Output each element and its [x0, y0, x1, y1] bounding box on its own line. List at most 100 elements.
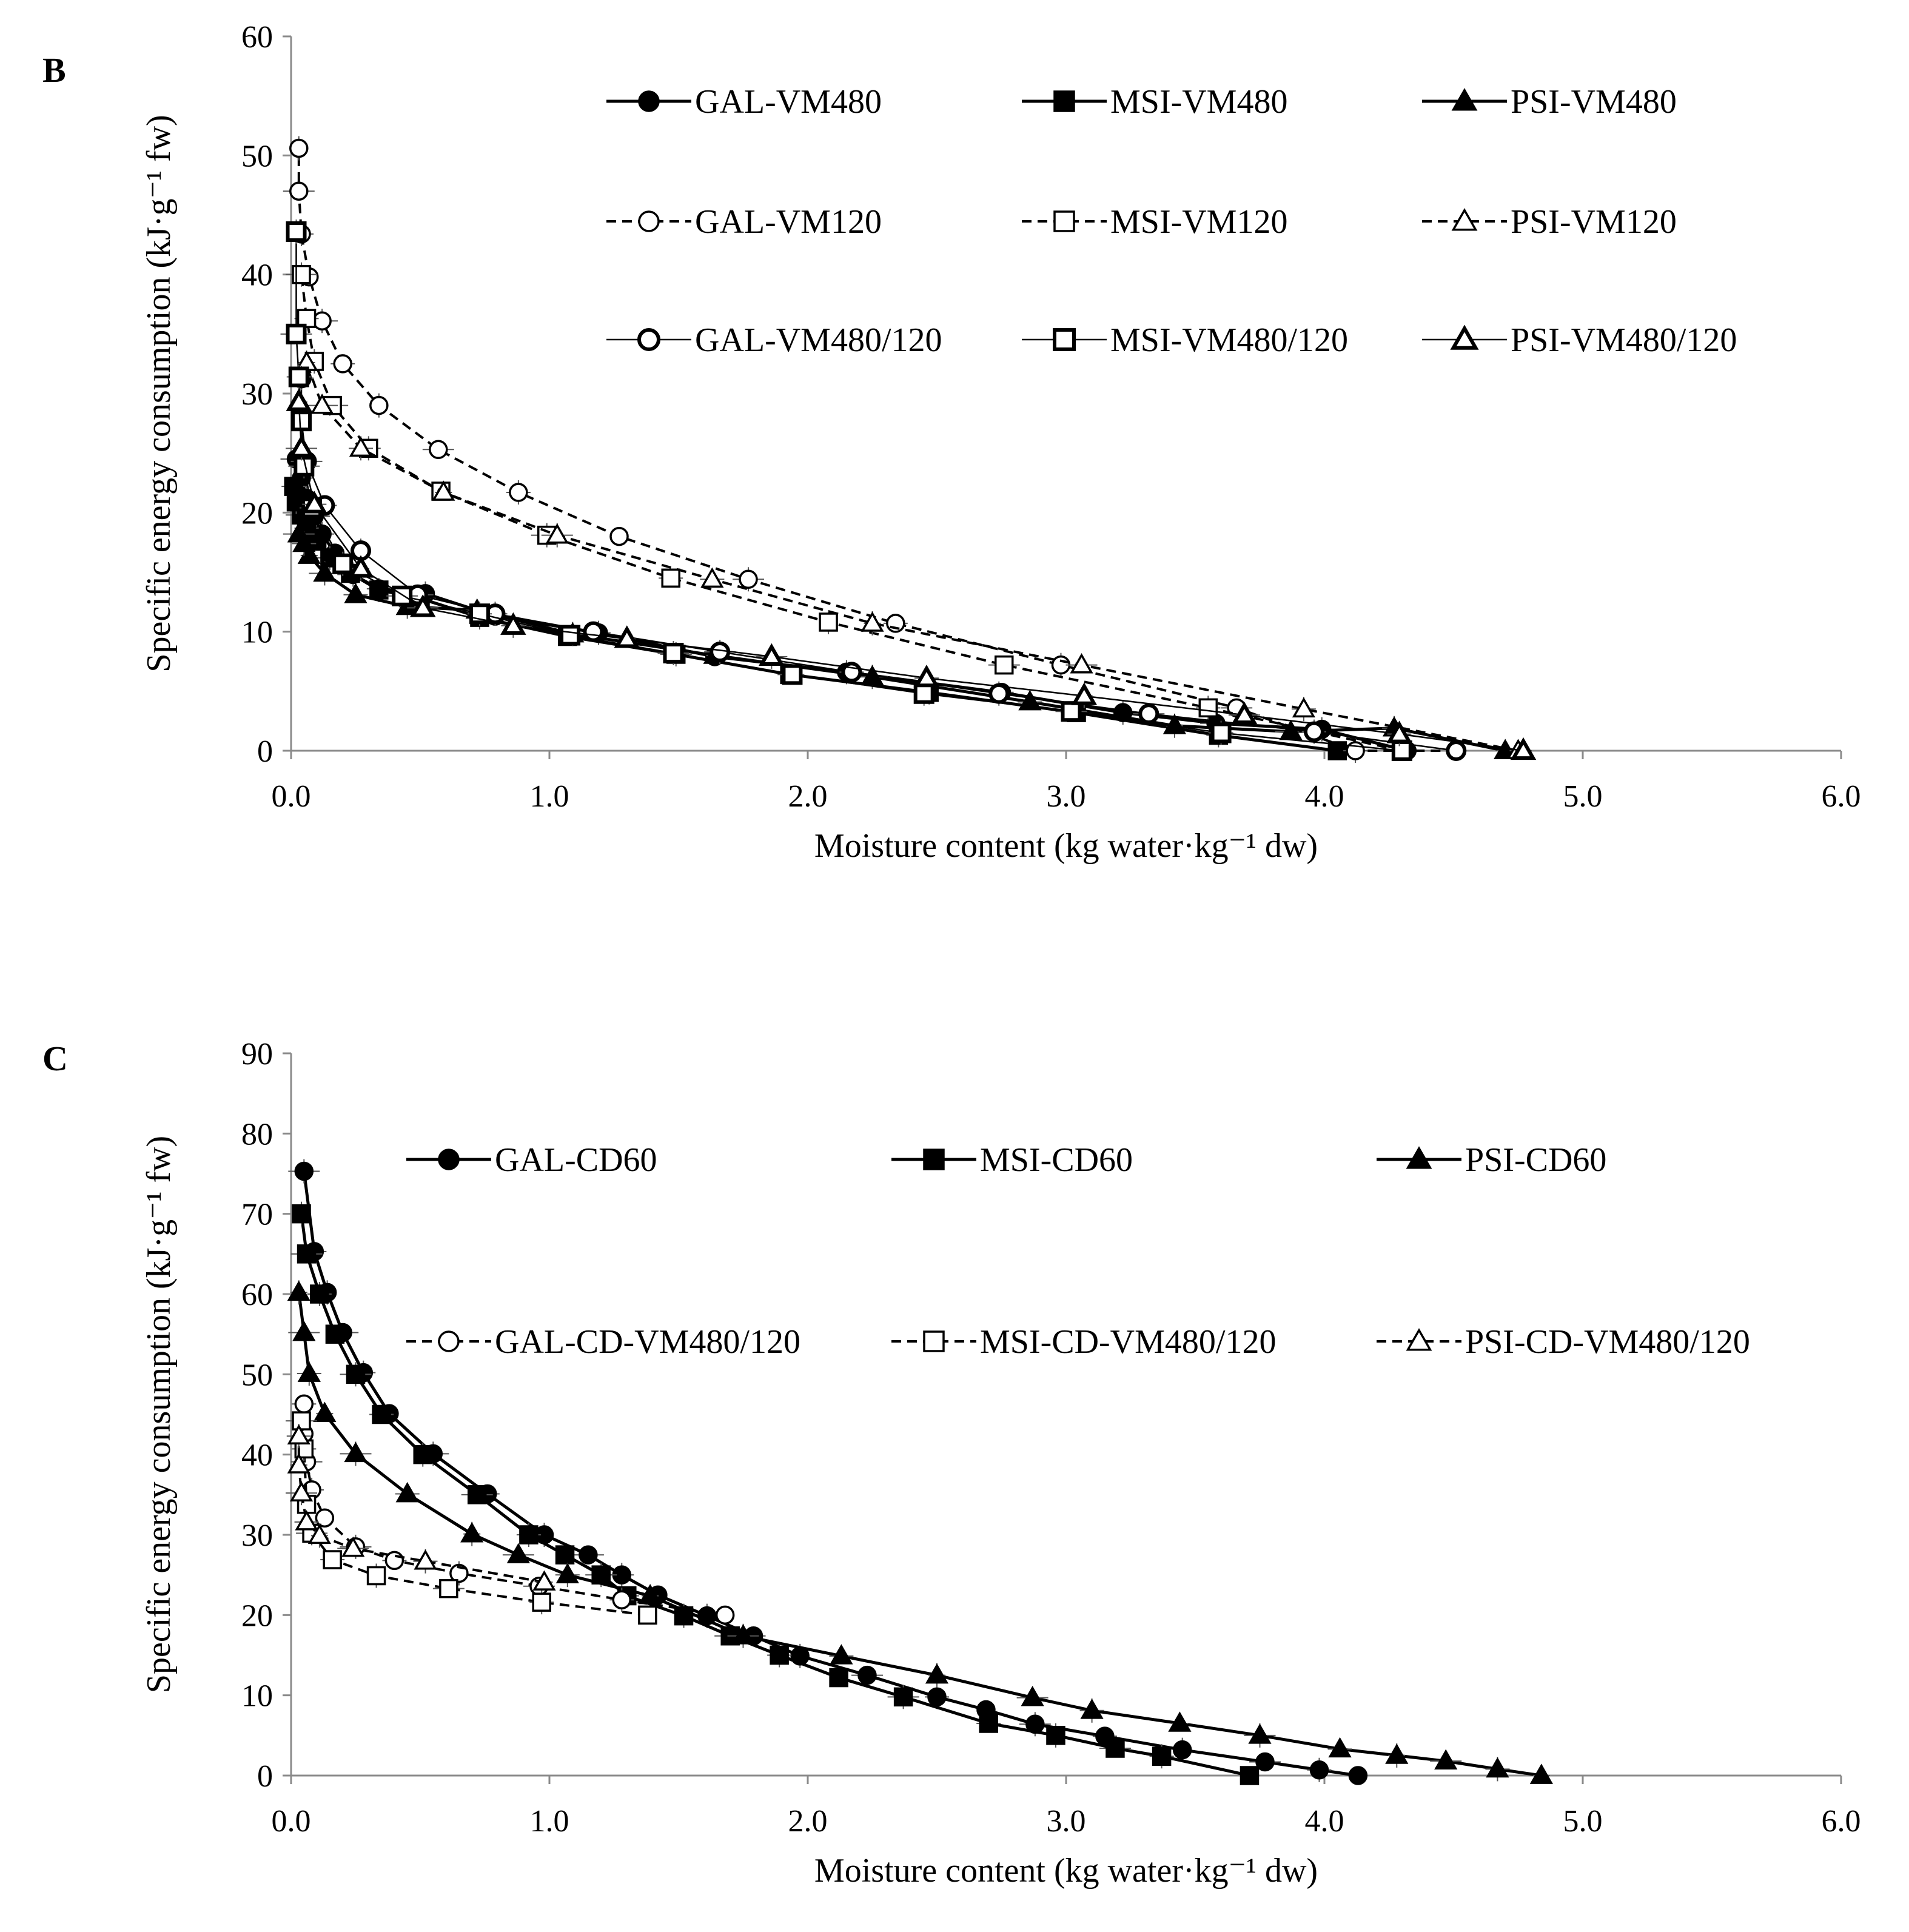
data-point: [532, 1570, 556, 1591]
y-tick-label: 10: [241, 1679, 273, 1714]
data-point: [519, 1525, 538, 1545]
legend-item: GAL-VM120: [606, 203, 882, 241]
x-tick-label: 1.0: [530, 779, 569, 814]
x-tick-label: 6.0: [1822, 779, 1861, 814]
y-tick-label: 30: [241, 1518, 273, 1553]
data-point: [715, 1605, 735, 1625]
data-point: [295, 1510, 318, 1531]
data-point: [638, 1605, 657, 1625]
legend-marker: [923, 1330, 945, 1352]
data-point: [287, 1280, 310, 1301]
data-point: [467, 1485, 487, 1504]
x-tick-label: 2.0: [788, 779, 828, 814]
series-psi-cd60: [287, 1280, 1553, 1784]
data-point: [1046, 1726, 1065, 1745]
x-axis-title: Moisture content (kg water·kg⁻¹ dw): [814, 1852, 1318, 1890]
series-psi-vm480-120: [286, 388, 1537, 760]
data-point: [392, 585, 413, 606]
data-point: [1486, 1757, 1509, 1778]
data-point: [372, 1404, 391, 1424]
series-psi-cd-vm480-120: [286, 1424, 556, 1591]
series-line: [297, 148, 1457, 752]
data-point: [366, 1566, 386, 1586]
legend-marker: [1406, 1146, 1432, 1169]
data-point: [979, 1714, 998, 1733]
data-point: [291, 411, 312, 432]
data-point: [341, 1536, 365, 1557]
data-point: [289, 138, 309, 158]
legend-marker: [638, 90, 660, 112]
y-tick-label: 50: [241, 139, 273, 173]
data-point: [294, 1394, 314, 1414]
data-point: [432, 480, 455, 501]
legend-label: MSI-VM480: [1110, 83, 1287, 121]
data-point: [344, 583, 367, 603]
data-point: [913, 683, 934, 704]
data-point: [347, 555, 374, 578]
data-point: [409, 594, 436, 617]
data-point: [307, 1523, 331, 1545]
legend-marker: [1053, 90, 1075, 112]
data-point: [532, 1592, 551, 1612]
data-point: [288, 435, 315, 458]
data-point: [819, 612, 838, 632]
data-point: [913, 665, 940, 688]
data-point: [782, 664, 803, 685]
legend-item: MSI-CD-VM480/120: [891, 1323, 1276, 1361]
legend-item: MSI-VM480/120: [1022, 321, 1348, 359]
data-point: [313, 561, 337, 582]
legend-label: MSI-CD60: [980, 1141, 1133, 1179]
legend-item: PSI-CD-VM480/120: [1377, 1323, 1750, 1361]
data-point: [555, 1545, 575, 1565]
y-tick-label: 30: [241, 377, 273, 412]
legend-item: GAL-CD60: [406, 1141, 657, 1179]
data-point: [1152, 1746, 1172, 1766]
data-point: [288, 366, 309, 387]
data-point: [579, 1545, 598, 1565]
panel-label: B: [42, 50, 66, 90]
series-line: [300, 274, 1403, 752]
y-tick-label: 50: [241, 1358, 273, 1392]
legend-marker: [923, 1149, 945, 1170]
series-line: [303, 1404, 725, 1617]
data-point: [1292, 697, 1316, 718]
data-point: [1309, 1760, 1329, 1780]
legend-marker: [438, 1330, 460, 1352]
x-tick-label: 5.0: [1563, 779, 1603, 814]
series-line: [300, 378, 1457, 752]
y-tick-label: 10: [241, 615, 273, 650]
series-gal-cd-vm480-120: [290, 1394, 735, 1625]
data-point: [829, 1668, 848, 1688]
data-point: [313, 1401, 337, 1423]
data-point: [830, 1644, 853, 1665]
y-tick-label: 0: [257, 734, 273, 769]
legend-item: MSI-CD60: [891, 1141, 1133, 1179]
data-point: [289, 181, 309, 201]
x-tick-label: 4.0: [1305, 1804, 1344, 1839]
data-point: [560, 625, 581, 646]
data-point: [1391, 740, 1412, 761]
x-axis-title: Moisture content (kg water·kg⁻¹ dw): [814, 827, 1318, 865]
data-point: [1255, 1752, 1275, 1772]
data-point: [292, 1320, 316, 1341]
y-tick-label: 40: [241, 258, 273, 293]
legend-item: PSI-VM480: [1422, 83, 1677, 121]
series-msi-cd-vm480-120: [286, 1411, 657, 1625]
data-point: [506, 1543, 530, 1563]
legend-marker: [1451, 208, 1478, 231]
y-axis-title: Specific energy consumption (kJ·g⁻¹ fw): [140, 1136, 178, 1693]
data-point: [301, 491, 327, 514]
data-point: [545, 523, 569, 544]
data-point: [286, 388, 312, 411]
data-point: [460, 1522, 484, 1543]
legend-label: PSI-VM480: [1511, 83, 1677, 121]
data-point: [1061, 701, 1082, 722]
data-point: [1198, 698, 1218, 718]
legend-label: PSI-CD-VM480/120: [1465, 1323, 1750, 1361]
y-tick-label: 90: [241, 1037, 273, 1072]
data-point: [429, 440, 448, 460]
data-point: [1172, 1740, 1192, 1760]
x-tick-label: 5.0: [1563, 1804, 1603, 1839]
legend-label: MSI-CD-VM480/120: [980, 1323, 1276, 1361]
data-point: [893, 1687, 913, 1707]
